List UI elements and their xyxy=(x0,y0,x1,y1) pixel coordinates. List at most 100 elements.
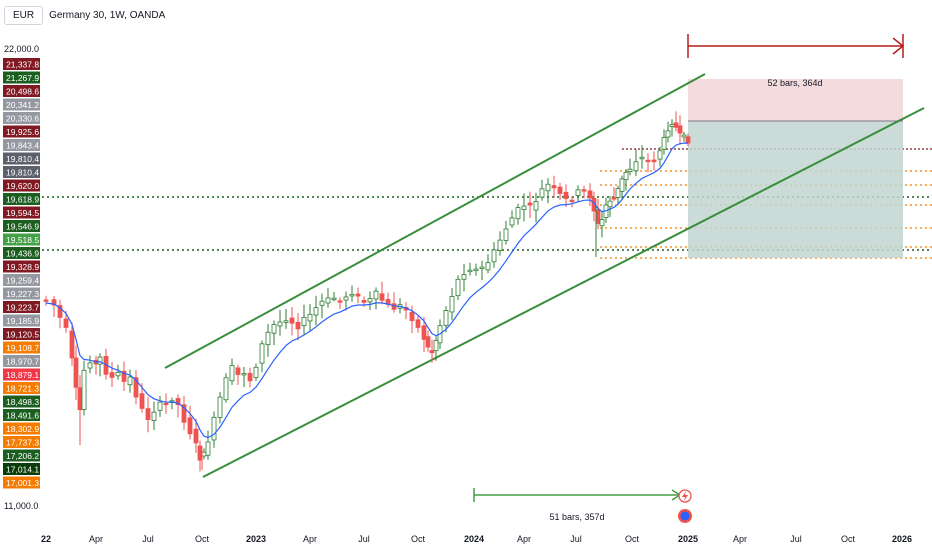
price-tag xyxy=(3,247,40,259)
price-tag-label: 19,594.5 xyxy=(6,208,39,218)
price-tag xyxy=(3,274,40,286)
price-tag-label: 18,879.1 xyxy=(6,370,39,380)
candle-body xyxy=(461,274,467,280)
price-tag xyxy=(3,152,40,165)
candle-body xyxy=(253,366,259,378)
candle-body xyxy=(295,321,301,330)
candle-body xyxy=(205,441,211,456)
time-tick-label: 2023 xyxy=(246,534,266,544)
candle-body xyxy=(289,317,295,324)
candle-body xyxy=(539,188,545,198)
earnings-icon-inner xyxy=(680,511,690,521)
candle-body xyxy=(677,125,683,134)
candle-body xyxy=(651,159,657,163)
candle-body xyxy=(355,293,361,297)
time-tick-label: Oct xyxy=(625,534,640,544)
candle-body xyxy=(455,278,461,297)
candle-body xyxy=(569,199,575,203)
candle-body xyxy=(473,268,479,271)
candle-body xyxy=(581,189,587,192)
range-top-label: 52 bars, 364d xyxy=(767,78,822,88)
time-tick-label: Apr xyxy=(89,534,103,544)
candle-body xyxy=(379,293,385,301)
candle-body xyxy=(63,318,69,328)
candle-body xyxy=(545,183,551,192)
symbol-title: Germany 30, 1W, OANDA xyxy=(49,9,166,21)
time-tick-label: 22 xyxy=(41,534,51,544)
candle-body xyxy=(197,445,203,461)
candle-body xyxy=(175,398,181,406)
price-axis-bottom-label: 11,000.0 xyxy=(4,501,38,511)
range-bottom-label: 51 bars, 357d xyxy=(549,512,604,522)
candle-body xyxy=(497,239,503,251)
price-tag-label: 19,223.7 xyxy=(6,302,39,312)
price-tag xyxy=(3,179,40,192)
time-tick-label: Jul xyxy=(142,534,154,544)
price-tag xyxy=(3,233,40,246)
candle-body xyxy=(595,209,601,224)
time-tick-label: Jul xyxy=(358,534,370,544)
candle-body xyxy=(421,325,427,340)
price-tag-label: 21,337.8 xyxy=(6,59,39,69)
candle-body xyxy=(115,371,121,377)
candle-body xyxy=(443,310,449,326)
range-zone-lower xyxy=(688,121,903,258)
time-tick-label: Oct xyxy=(841,534,856,544)
price-tag-label: 19,436.9 xyxy=(6,248,39,258)
price-tag-label: 17,014.1 xyxy=(6,464,39,474)
candle-body xyxy=(391,303,397,310)
price-tag-label: 18,721.3 xyxy=(6,383,39,393)
candle-body xyxy=(235,367,241,375)
candle-body xyxy=(181,404,187,423)
candle-body xyxy=(307,313,313,322)
candle-body xyxy=(425,336,431,348)
candle-body xyxy=(151,411,157,421)
price-tag xyxy=(3,395,40,408)
time-tick-label: 2024 xyxy=(464,534,484,544)
candle-body xyxy=(127,376,133,386)
price-tag-label: 19,108.7 xyxy=(6,343,39,353)
price-tag xyxy=(3,125,40,138)
price-tag xyxy=(3,71,40,84)
candle-body xyxy=(51,299,57,306)
candles xyxy=(43,111,691,472)
candle-body xyxy=(615,188,621,198)
candle-body xyxy=(429,350,435,354)
candle-body xyxy=(681,134,687,138)
candle-body xyxy=(627,168,633,172)
price-tag-label: 19,810.4 xyxy=(6,154,39,164)
price-tag xyxy=(3,463,40,475)
price-tag-label: 17,001.3 xyxy=(6,478,39,488)
candle-body xyxy=(645,159,651,163)
candle-body xyxy=(479,266,485,270)
candle-body xyxy=(623,171,629,181)
candle-body xyxy=(265,331,271,346)
channel-lower-line xyxy=(202,107,925,478)
candle-body xyxy=(367,298,373,303)
candle-body xyxy=(337,300,343,303)
time-tick-label: Apr xyxy=(517,534,531,544)
candle-body xyxy=(509,217,515,226)
candle-body xyxy=(217,396,223,418)
price-tag xyxy=(3,355,40,367)
candle-body xyxy=(145,408,151,420)
price-tag xyxy=(3,436,40,448)
range-ruler-bottom: 51 bars, 357d xyxy=(473,488,682,522)
price-tag-label: 18,491.6 xyxy=(6,410,39,420)
candle-body xyxy=(373,290,379,300)
candle-body xyxy=(449,296,455,313)
candle-body xyxy=(121,370,127,382)
moving-average-line xyxy=(45,142,688,439)
currency-button[interactable]: EUR xyxy=(4,5,44,25)
price-tag xyxy=(3,476,40,489)
candle-body xyxy=(669,124,675,127)
price-tag-label: 17,206.2 xyxy=(6,451,39,461)
price-tag-label: 19,227.3 xyxy=(6,289,39,299)
price-tag xyxy=(3,328,40,340)
candle-body xyxy=(57,305,63,318)
price-tag-label: 18,970.7 xyxy=(6,356,39,366)
candle-body xyxy=(665,130,671,138)
price-tag xyxy=(3,220,40,232)
candle-body xyxy=(673,122,679,128)
